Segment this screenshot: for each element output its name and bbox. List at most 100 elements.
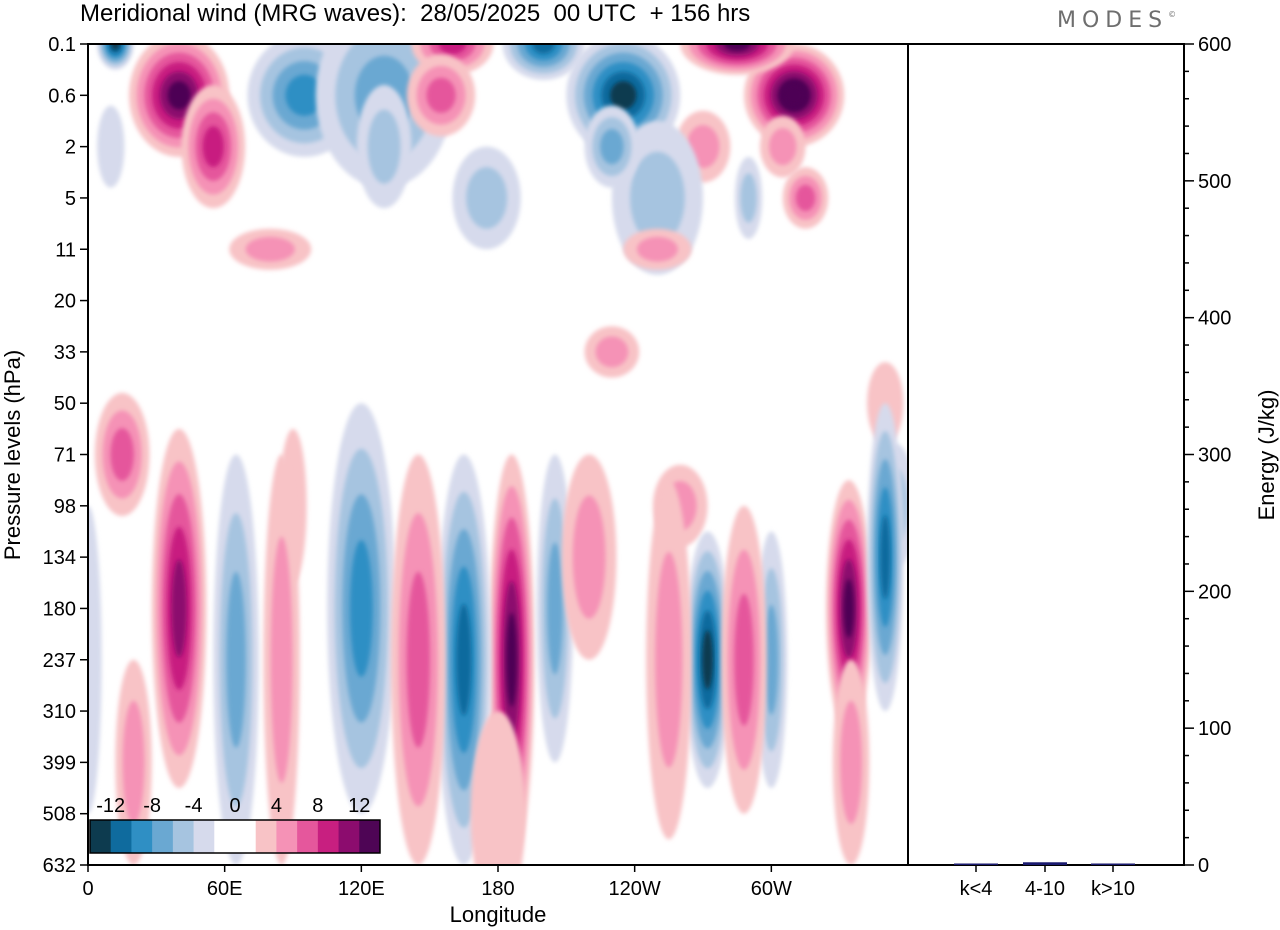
heatmap-contour: [795, 184, 816, 212]
heatmap-contour: [122, 700, 145, 824]
heatmap-contour: [630, 151, 685, 245]
y-axis-title: Pressure levels (hPa): [0, 350, 25, 560]
energy-tick-label: 100: [1198, 718, 1231, 740]
pressure-tick-label: 508: [43, 804, 76, 826]
heatmap-contour: [702, 630, 713, 690]
longitude-tick-label: 120E: [338, 878, 385, 900]
colorbar-swatch: [193, 820, 215, 853]
pressure-tick-label: 33: [54, 342, 76, 364]
colorbar-label: -4: [185, 795, 203, 817]
colorbar-swatch: [317, 820, 340, 853]
heatmap-contour: [655, 551, 683, 768]
pressure-tick-label: 2: [65, 137, 76, 159]
heatmap-contour: [734, 593, 754, 726]
heatmap-field: [88, 44, 908, 865]
heatmap-contour: [167, 81, 191, 110]
heatmap-contour: [456, 603, 472, 716]
heatmap-contour: [840, 700, 862, 824]
heatmap-contour: [245, 236, 295, 262]
colorbar-swatch: [214, 820, 236, 853]
longitude-tick-label: 120W: [609, 878, 661, 900]
longitude-tick-label: 60W: [751, 878, 792, 900]
heatmap-contour: [506, 612, 517, 708]
heatmap-contour: [724, 44, 751, 52]
brand-mark: ©: [1168, 10, 1177, 19]
heatmap-contour: [171, 559, 187, 658]
pressure-tick-label: 632: [43, 855, 76, 877]
heatmap-contour: [532, 44, 555, 54]
pressure-tick-label: 0.1: [48, 34, 76, 56]
colorbar-swatch: [131, 820, 153, 853]
colorbar-swatch: [110, 820, 132, 853]
pressure-tick-label: 98: [54, 496, 76, 518]
heatmap-contour: [438, 44, 467, 55]
heatmap-contour: [610, 81, 637, 110]
colorbar-swatch: [255, 820, 277, 853]
heatmap-contour: [880, 515, 891, 600]
pressure-tick-label: 399: [43, 752, 76, 774]
colorbar-frame: [89, 819, 381, 854]
energy-category-label: k>10: [1091, 878, 1135, 900]
pressure-tick-label: 180: [43, 598, 76, 620]
longitude-axis: 0 60E 120E 180 120W 60W: [82, 865, 792, 900]
heatmap-contour: [110, 428, 134, 481]
energy-tick-label: 200: [1198, 581, 1231, 603]
colorbar-label: 8: [312, 795, 323, 817]
energy-tick-label: 300: [1198, 445, 1231, 467]
pressure-tick-label: 310: [43, 701, 76, 723]
pressure-tick-label: 20: [54, 291, 76, 313]
heatmap-contour: [843, 578, 855, 639]
heatmap-contour: [636, 236, 678, 262]
heatmap-contour: [740, 173, 757, 223]
longitude-tick-label: 60E: [207, 878, 243, 900]
energy-category-label: 4-10: [1025, 878, 1065, 900]
energy-bar: [954, 863, 998, 865]
heatmap-contour: [270, 536, 293, 783]
colorbar-label: -12: [96, 795, 125, 817]
heatmap-contour: [595, 336, 629, 368]
x-axis-title: Longitude: [450, 902, 547, 927]
colorbar-swatch: [297, 820, 319, 853]
pressure-tick-label: 237: [43, 650, 76, 672]
heatmap-contour: [97, 105, 125, 188]
energy-tick-label: 600: [1198, 34, 1231, 56]
heatmap-contour: [111, 44, 120, 50]
energy-axis-title: Energy (J/kg): [1254, 390, 1279, 521]
heatmap-contour: [88, 505, 102, 814]
heatmap-contour: [367, 109, 401, 184]
colorbar-swatch: [172, 820, 195, 853]
colorbar-label: 0: [229, 795, 240, 817]
heatmap-contour: [547, 542, 563, 675]
energy-tick-label: 0: [1198, 855, 1209, 877]
pressure-tick-label: 5: [65, 188, 76, 210]
pressure-axis: 0.1 0.6 2 5 11 20 33 50 71 98 134 180 237 310 399 508 63…: [43, 34, 88, 877]
heatmap-contour: [202, 126, 224, 168]
energy-bar: [1023, 862, 1067, 865]
brand-logo: MODES©: [1057, 8, 1176, 33]
colorbar-label: -8: [143, 795, 161, 817]
heatmap-contour: [466, 167, 508, 229]
energy-panel-frame: [907, 43, 1185, 866]
heatmap-contour: [349, 540, 373, 677]
pressure-tick-label: 134: [43, 547, 76, 569]
energy-tick-label: 500: [1198, 171, 1231, 193]
colorbar-swatch: [338, 820, 360, 853]
heatmap-contour: [426, 77, 456, 113]
colorbar-swatch: [235, 820, 257, 853]
energy-bar: [1091, 863, 1135, 865]
heatmap-contour: [764, 604, 779, 715]
brand-name: MODES: [1057, 8, 1169, 33]
colorbar-swatch: [359, 820, 381, 853]
energy-tick-label: 400: [1198, 308, 1231, 330]
pressure-tick-label: 11: [55, 239, 76, 261]
heatmap-contour: [406, 571, 430, 748]
energy-bars: k<4 4-10 k>10: [954, 862, 1135, 900]
chart-title: Meridional wind (MRG waves): 28/05/2025 …: [80, 0, 751, 27]
pressure-tick-label: 0.6: [48, 85, 76, 107]
colorbar-label: 12: [348, 795, 370, 817]
heatmap-contour: [470, 711, 526, 865]
colorbar-swatch: [152, 820, 174, 853]
colorbar: -12 -8 -4 0 4 8 12: [89, 795, 381, 854]
longitude-tick-label: 180: [481, 878, 514, 900]
